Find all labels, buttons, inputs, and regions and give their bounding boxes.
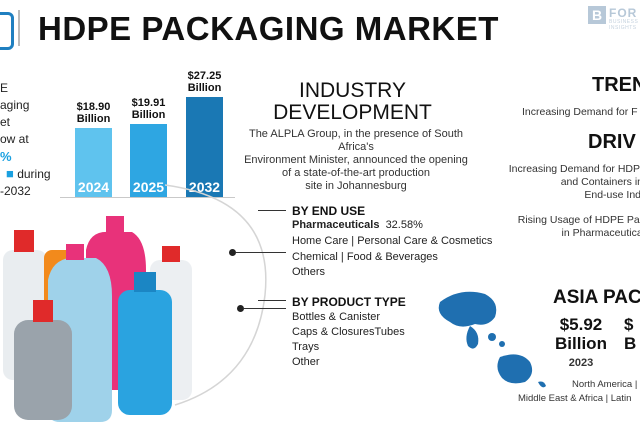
product-type-item: Other bbox=[292, 356, 320, 368]
new-zealand-icon bbox=[538, 381, 546, 388]
end-use-highlight-value: 32.58% bbox=[385, 219, 423, 231]
bar-value-amount: $19.91 bbox=[131, 97, 166, 109]
product-type-item: Trays bbox=[292, 341, 320, 353]
product-type-pointer bbox=[258, 300, 286, 301]
intro-line: aging bbox=[0, 98, 30, 112]
industry-development-heading: INDUSTRY DEVELOPMENT bbox=[245, 80, 460, 124]
product-type-heading: BY PRODUCT TYPE bbox=[292, 295, 406, 309]
bar-value-label: $19.91 Billion bbox=[122, 97, 175, 121]
intro-line: E bbox=[0, 81, 9, 95]
blue-cap-icon bbox=[134, 272, 156, 292]
red-cap-right-icon bbox=[162, 246, 180, 262]
end-use-connector bbox=[236, 252, 286, 253]
red-cap-icon bbox=[14, 230, 34, 252]
driver-line: Rising Usage of HDPE Pac bbox=[517, 214, 640, 226]
company-logo: B FOR BUSINESS INSIGHTS bbox=[588, 6, 640, 31]
logo-mark-icon: B bbox=[588, 6, 606, 24]
pink-cap-icon bbox=[106, 216, 124, 234]
bar-2024: 2024 bbox=[75, 128, 112, 197]
driver-line: in Pharmaceutical bbox=[561, 227, 640, 239]
trends-heading: TREN bbox=[592, 74, 640, 96]
blue-bottle-icon bbox=[118, 290, 172, 415]
region-list-line: North America | bbox=[572, 379, 638, 390]
bar-value-amount: $27.25 bbox=[187, 70, 222, 82]
industry-text-line: The ALPLA Group, in the presence of Sout… bbox=[248, 128, 464, 153]
region-heading: ASIA PAC bbox=[553, 287, 640, 308]
logo-text: FOR bbox=[609, 6, 638, 20]
region-value-unit: B bbox=[624, 334, 637, 353]
drivers-text-1: Increasing Demand for HDPE and Container… bbox=[497, 163, 640, 202]
end-use-heading: BY END USE bbox=[292, 204, 366, 218]
bottles-illustration bbox=[3, 216, 192, 422]
industry-heading-line: DEVELOPMENT bbox=[273, 101, 432, 124]
region-value-number: $5.92 bbox=[559, 315, 603, 334]
logo-subtitle: BUSINESS INSIGHTS bbox=[609, 19, 639, 31]
asia-pacific-map bbox=[438, 291, 546, 388]
bar-value-unit: Billion bbox=[76, 113, 111, 125]
driver-line: End-use Ind bbox=[584, 189, 640, 201]
region-value-1: $5.92 Billion bbox=[551, 315, 611, 353]
page-title: HDPE PACKAGING MARKET bbox=[38, 10, 499, 47]
driver-line: Increasing Demand for HDPE bbox=[508, 163, 640, 175]
bar-value-unit: Billion bbox=[131, 109, 166, 121]
end-use-highlight-name: Pharmaceuticals bbox=[292, 219, 380, 231]
end-use-item: Chemical | Food & Beverages bbox=[292, 251, 438, 263]
drivers-heading: DRIV bbox=[588, 131, 636, 153]
product-type-item: Bottles & Canister bbox=[292, 311, 381, 323]
grey-bottle-icon bbox=[14, 320, 72, 420]
bar-category-label: 2024 bbox=[77, 179, 110, 195]
intro-line: ow at bbox=[0, 132, 29, 146]
region-list-line: Middle East & Africa | Latin bbox=[518, 393, 632, 404]
product-type-connector bbox=[244, 308, 286, 309]
trends-text: Increasing Demand for F bbox=[522, 106, 638, 118]
title-divider bbox=[18, 10, 20, 46]
industry-text-line: of a state-of-the-art production bbox=[282, 167, 430, 179]
industry-text-line: site in Johannesburg bbox=[305, 180, 407, 192]
red-cap-grey-icon bbox=[33, 300, 53, 322]
intro-line: -2032 bbox=[0, 184, 31, 198]
region-value-unit: Billion bbox=[555, 334, 607, 353]
chart-baseline bbox=[60, 197, 235, 198]
island-icon bbox=[488, 333, 496, 341]
island-icon bbox=[499, 341, 505, 347]
arc-line bbox=[164, 184, 267, 406]
asia-landmass-icon bbox=[438, 291, 497, 327]
intro-line: ■ during bbox=[6, 166, 51, 181]
region-value-2: $ B bbox=[624, 315, 640, 353]
drivers-text-2: Rising Usage of HDPE Pac in Pharmaceutic… bbox=[505, 214, 640, 240]
pink-cap-small-icon bbox=[66, 244, 84, 260]
intro-text: E aging et ow at % ■ during -2032 bbox=[0, 80, 51, 200]
industry-development-text: The ALPLA Group, in the presence of Sout… bbox=[236, 128, 476, 193]
industry-heading-line: INDUSTRY bbox=[299, 79, 406, 102]
region-value-number: $ bbox=[624, 315, 634, 334]
bar-value-label: $27.25 Billion bbox=[178, 70, 231, 94]
product-type-dot-icon bbox=[237, 305, 244, 312]
end-use-item: Others bbox=[292, 266, 326, 278]
australia-icon bbox=[497, 354, 533, 384]
end-use-highlight: Pharmaceuticals 32.58% bbox=[292, 219, 423, 231]
region-year: 2023 bbox=[568, 357, 594, 369]
driver-line: and Containers in bbox=[560, 176, 640, 188]
end-use-item: Home Care | Personal Care & Cosmetics bbox=[292, 235, 493, 247]
brand-logo-icon bbox=[0, 12, 14, 50]
end-use-pointer bbox=[258, 210, 286, 211]
intro-cagr: % bbox=[0, 149, 12, 164]
product-type-item: Caps & ClosuresTubes bbox=[292, 326, 405, 338]
bar-value-label: $18.90 Billion bbox=[67, 101, 120, 125]
intro-line: et bbox=[0, 115, 11, 129]
intro-line: during bbox=[17, 167, 51, 181]
segment-arc bbox=[164, 184, 267, 406]
industry-text-line: Environment Minister, announced the open… bbox=[244, 154, 468, 166]
end-use-dot-icon bbox=[229, 249, 236, 256]
southeast-asia-icon bbox=[466, 326, 479, 349]
bar-value-amount: $18.90 bbox=[76, 101, 111, 113]
bar-value-unit: Billion bbox=[187, 82, 222, 94]
